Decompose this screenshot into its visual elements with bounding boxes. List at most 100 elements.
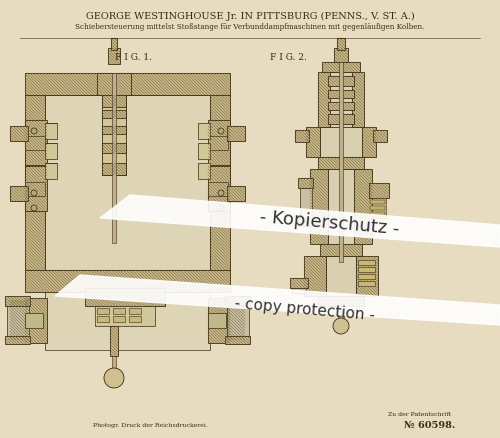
- Bar: [25, 73, 230, 95]
- Bar: [370, 200, 385, 204]
- Bar: [97, 308, 109, 314]
- Bar: [304, 256, 326, 296]
- Bar: [227, 126, 245, 141]
- Bar: [97, 73, 131, 95]
- Bar: [320, 127, 362, 157]
- Bar: [295, 130, 309, 142]
- Bar: [25, 166, 47, 211]
- Text: - Kopierschutz -: - Kopierschutz -: [260, 208, 400, 238]
- Bar: [25, 298, 47, 343]
- Bar: [339, 62, 343, 262]
- Bar: [198, 123, 210, 139]
- Polygon shape: [55, 275, 500, 325]
- Text: Zu der Patentschrift: Zu der Patentschrift: [388, 413, 452, 417]
- Bar: [102, 95, 126, 175]
- Bar: [334, 48, 348, 62]
- Bar: [25, 313, 43, 328]
- Circle shape: [31, 205, 37, 211]
- Bar: [102, 110, 126, 118]
- Bar: [306, 127, 320, 157]
- Bar: [318, 72, 330, 127]
- Bar: [292, 288, 306, 293]
- Bar: [227, 300, 245, 340]
- Bar: [45, 95, 210, 270]
- Bar: [227, 186, 245, 201]
- Bar: [110, 326, 118, 356]
- Bar: [328, 76, 354, 86]
- Bar: [129, 316, 141, 322]
- Bar: [227, 306, 249, 336]
- Bar: [45, 123, 57, 139]
- Bar: [25, 270, 230, 292]
- Bar: [328, 90, 354, 98]
- Bar: [326, 256, 356, 296]
- Bar: [320, 244, 362, 256]
- Bar: [318, 157, 364, 169]
- Bar: [369, 183, 389, 198]
- Text: - copy protection -: - copy protection -: [234, 297, 376, 324]
- Bar: [337, 38, 345, 50]
- Bar: [298, 218, 313, 226]
- Bar: [208, 166, 230, 211]
- Circle shape: [218, 205, 224, 211]
- Bar: [338, 306, 344, 321]
- Bar: [358, 274, 375, 279]
- Bar: [208, 298, 230, 343]
- Bar: [10, 186, 28, 201]
- Text: GEORGE WESTINGHOUSE Jr. IN PITTSBURG (PENNS., V. ST. A.): GEORGE WESTINGHOUSE Jr. IN PITTSBURG (PE…: [86, 12, 414, 21]
- Polygon shape: [100, 195, 500, 247]
- Bar: [45, 143, 57, 159]
- Bar: [5, 296, 30, 306]
- Bar: [330, 72, 352, 127]
- Bar: [25, 136, 45, 150]
- Bar: [352, 72, 364, 127]
- Bar: [322, 62, 360, 72]
- Bar: [318, 296, 364, 306]
- Bar: [102, 126, 126, 134]
- Bar: [208, 120, 230, 165]
- Bar: [298, 178, 313, 188]
- Bar: [5, 336, 30, 344]
- Bar: [112, 73, 116, 243]
- Bar: [102, 163, 126, 175]
- Bar: [208, 313, 226, 328]
- Bar: [198, 163, 210, 179]
- Bar: [310, 169, 328, 244]
- Bar: [10, 126, 28, 141]
- Text: № 60598.: № 60598.: [404, 420, 456, 430]
- Bar: [300, 188, 312, 218]
- Bar: [225, 296, 250, 306]
- Bar: [358, 260, 375, 265]
- Bar: [25, 95, 45, 270]
- Text: F I G. 1.: F I G. 1.: [115, 53, 152, 62]
- Circle shape: [218, 128, 224, 134]
- Bar: [356, 256, 378, 296]
- Bar: [354, 169, 372, 244]
- Bar: [362, 127, 376, 157]
- Circle shape: [218, 190, 224, 196]
- Bar: [45, 163, 57, 179]
- Bar: [373, 130, 387, 142]
- Bar: [210, 95, 230, 270]
- Bar: [112, 356, 116, 371]
- Circle shape: [31, 190, 37, 196]
- Bar: [372, 198, 386, 218]
- Bar: [290, 278, 308, 288]
- Bar: [328, 114, 354, 124]
- Bar: [97, 316, 109, 322]
- Bar: [328, 169, 354, 244]
- Bar: [358, 281, 375, 286]
- Bar: [10, 300, 28, 340]
- Bar: [208, 182, 228, 196]
- Bar: [358, 267, 375, 272]
- Bar: [85, 288, 165, 306]
- Bar: [111, 38, 117, 50]
- Bar: [225, 336, 250, 344]
- Circle shape: [31, 128, 37, 134]
- Bar: [95, 306, 155, 326]
- Text: Schiebersteuerung mittelst Stoßstange für Verbunddampfmaschinen mit gegenläufige: Schiebersteuerung mittelst Stoßstange fü…: [76, 23, 424, 31]
- Circle shape: [104, 368, 124, 388]
- Bar: [108, 48, 120, 64]
- Bar: [45, 270, 210, 350]
- Bar: [113, 308, 125, 314]
